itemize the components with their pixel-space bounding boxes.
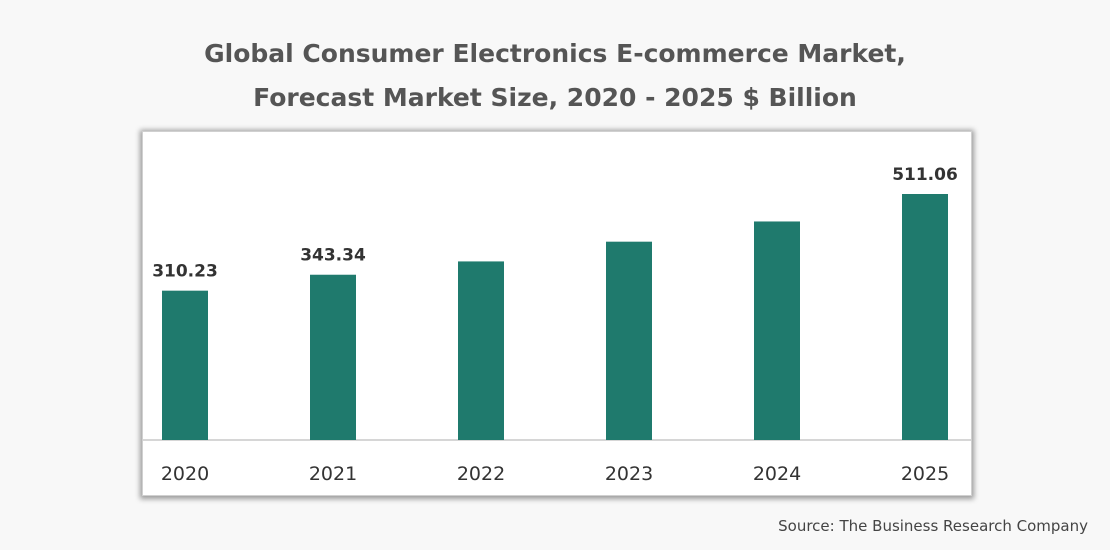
x-tick-label-2022: 2022 — [457, 463, 505, 485]
x-tick-label-2024: 2024 — [753, 463, 801, 485]
bar-2025 — [902, 194, 948, 440]
data-label-2021: 343.34 — [300, 246, 366, 266]
chart-title-line-1: Global Consumer Electronics E-commerce M… — [204, 39, 906, 68]
bar-2022 — [458, 261, 504, 440]
bar-2023 — [606, 241, 652, 440]
chart-title: Global Consumer Electronics E-commerce M… — [0, 32, 1110, 120]
data-label-2025: 511.06 — [892, 165, 958, 185]
source-note: Source: The Business Research Company — [778, 517, 1088, 535]
bar-2021 — [310, 274, 356, 440]
chart-title-line-2: Forecast Market Size, 2020 - 2025 $ Bill… — [253, 83, 857, 112]
x-tick-label-2023: 2023 — [605, 463, 653, 485]
bar-2020 — [162, 290, 208, 440]
bar-2024 — [754, 221, 800, 440]
chart-panel: 310.23 2020 343.34 2021 2022 2023 2024 511.06 20… — [142, 131, 972, 496]
x-tick-label-2021: 2021 — [309, 463, 357, 485]
x-tick-label-2020: 2020 — [161, 463, 209, 485]
x-tick-label-2025: 2025 — [901, 463, 949, 485]
bar-chart: 310.23 2020 343.34 2021 2022 2023 2024 511.06 20… — [143, 165, 971, 485]
data-label-2020: 310.23 — [152, 262, 218, 282]
